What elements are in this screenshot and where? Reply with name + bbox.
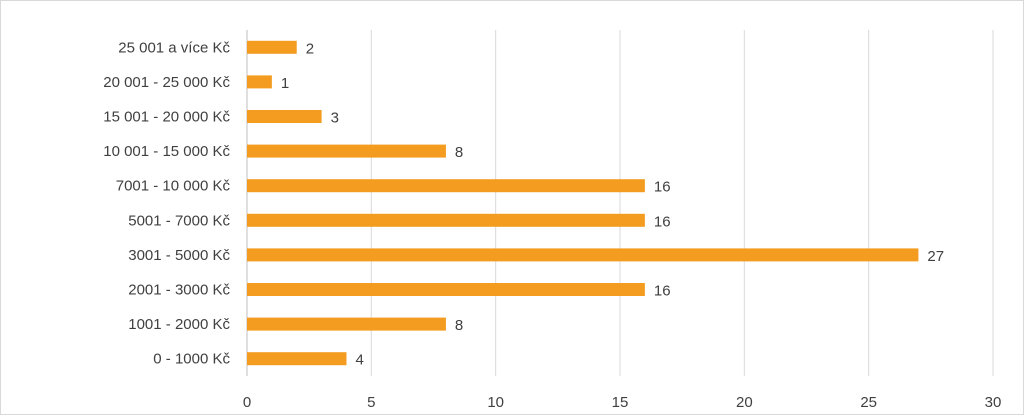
x-tick-labels: 0 5 10 15 20 25 30 [243,394,1002,411]
data-label-0: 4 [355,352,363,369]
category-label-7: 15 001 - 20 000 Kč [103,109,230,126]
category-label-9: 25 001 a více Kč [118,39,230,56]
x-tick-label-25: 25 [860,394,877,411]
data-label-6: 8 [455,144,463,161]
x-tick-label-10: 10 [487,394,504,411]
x-tick-label-0: 0 [243,394,251,411]
category-label-8: 20 001 - 25 000 Kč [103,74,230,91]
x-tick-label-5: 5 [367,394,375,411]
bar-8 [247,75,272,89]
bar-4 [247,213,645,227]
data-label-3: 27 [927,248,944,265]
bar-2 [247,283,645,296]
data-label-2: 16 [654,283,671,300]
x-tick-label-15: 15 [612,394,629,411]
category-label-5: 7001 - 10 000 Kč [116,178,231,195]
bar-5 [247,179,645,193]
bars [247,40,919,366]
category-label-3: 3001 - 5000 Kč [128,247,230,264]
category-label-0: 0 - 1000 Kč [153,351,230,368]
data-label-9: 2 [306,40,314,57]
bar-3 [247,248,919,262]
bar-9 [247,40,297,54]
data-label-7: 3 [331,110,339,127]
bar-1 [247,317,446,331]
category-label-1: 1001 - 2000 Kč [128,316,230,333]
bar-0 [247,352,347,366]
category-label-6: 10 001 - 15 000 Kč [103,143,230,160]
x-tick-label-30: 30 [985,394,1002,411]
data-label-5: 16 [654,179,671,196]
category-label-2: 2001 - 3000 Kč [128,282,230,299]
x-tick-label-20: 20 [736,394,753,411]
bar-7 [247,110,322,123]
bar-6 [247,144,446,158]
data-label-4: 16 [654,213,671,230]
category-labels: 0 - 1000 Kč 1001 - 2000 Kč 2001 - 3000 Kč 3… [103,39,230,367]
category-label-4: 5001 - 7000 Kč [128,212,230,229]
data-labels: 4 8 16 27 16 16 8 3 1 2 [281,40,944,368]
data-label-8: 1 [281,75,289,92]
data-label-1: 8 [455,317,463,334]
